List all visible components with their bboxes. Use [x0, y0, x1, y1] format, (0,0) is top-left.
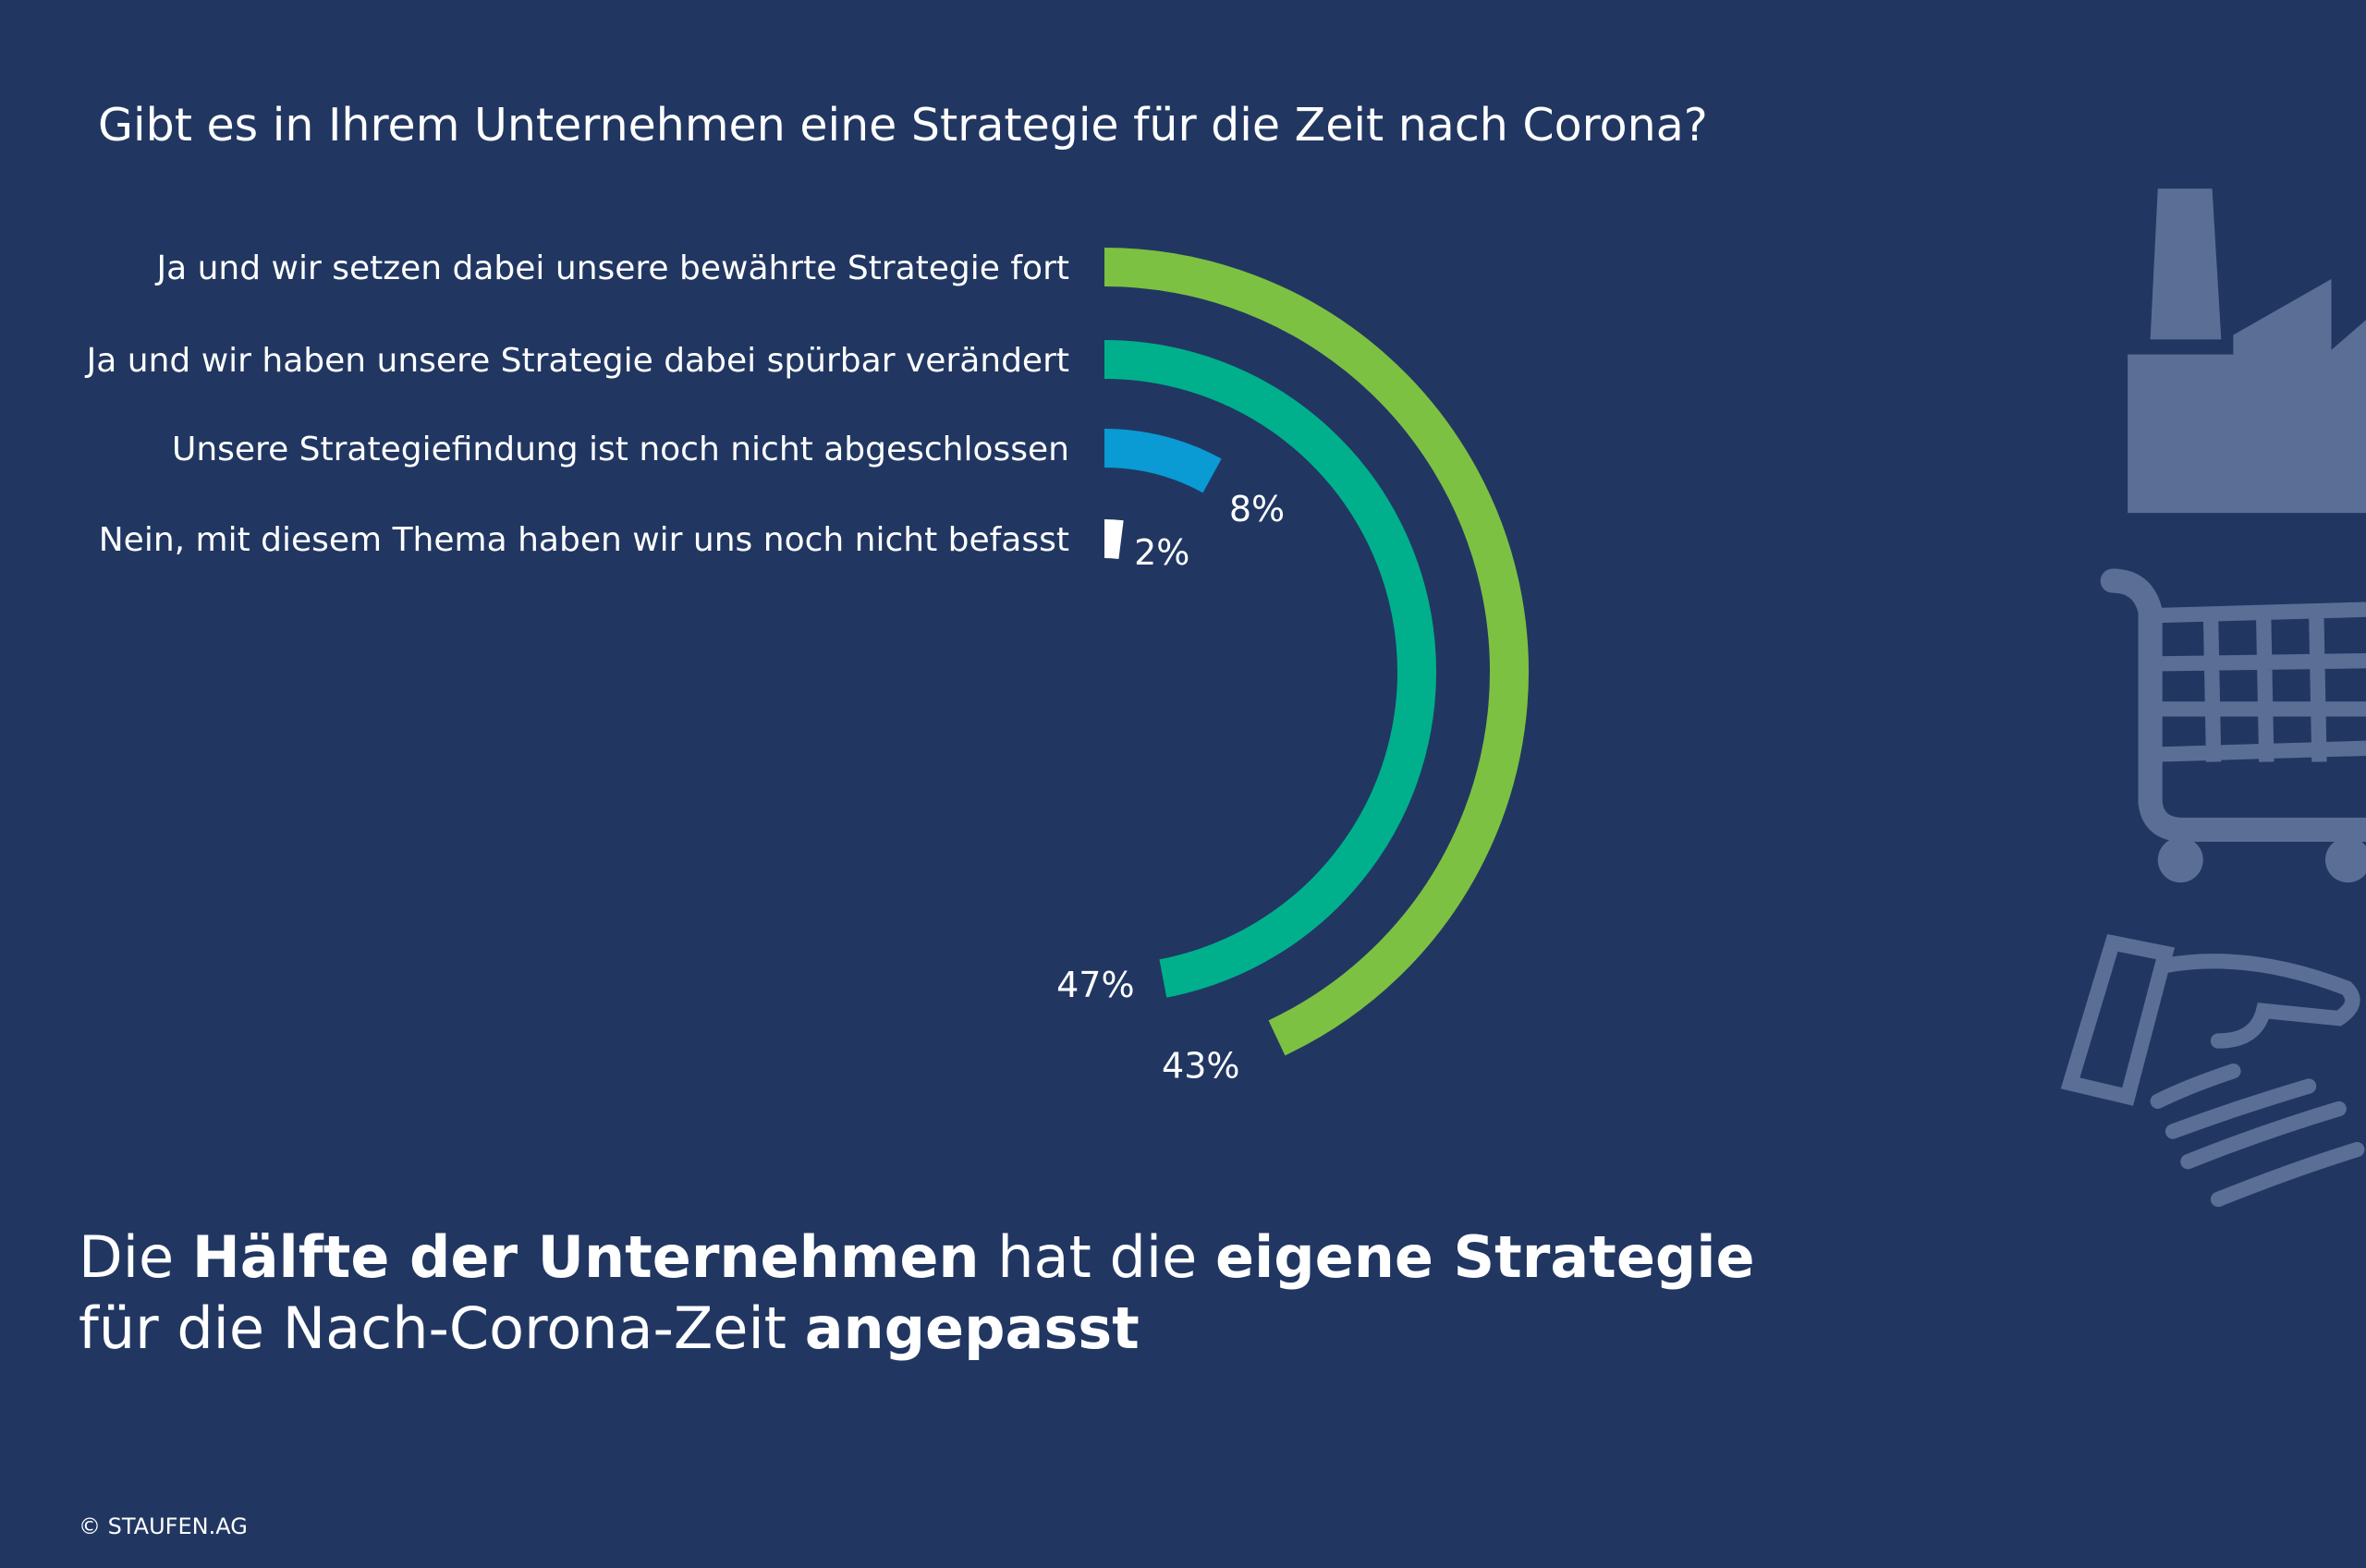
cart-wheel [2157, 837, 2203, 883]
chart-title: Gibt es in Ihrem Unternehmen eine Strate… [98, 99, 1708, 152]
cart-basket [2154, 602, 2366, 762]
value-label: 43% [1162, 1045, 1239, 1086]
arc-bar [1104, 340, 1436, 998]
headline-segment: hat die [980, 1223, 1215, 1291]
arc-bar [1104, 519, 1124, 560]
headline: Die Hälfte der Unternehmen hat die eigen… [79, 1223, 1755, 1291]
headline-segment: eigene Strategie [1215, 1223, 1755, 1291]
headline: für die Nach-Corona-Zeit angepasst [79, 1295, 1140, 1362]
category-label: Unsere Strategiefindung ist noch nicht a… [172, 431, 1069, 468]
headline-segment: Die [79, 1223, 192, 1291]
arc-bar [1104, 248, 1529, 1056]
cart-wheel [2324, 837, 2366, 883]
category-label: Ja und wir setzen dabei unsere bewährte … [154, 249, 1069, 287]
factory-chimney [2150, 188, 2222, 340]
hand-cuff [2060, 933, 2176, 1106]
arc-bar [1104, 429, 1222, 493]
icons [2060, 188, 2366, 1208]
value-label: 8% [1229, 489, 1285, 529]
value-label: 47% [1056, 965, 1134, 1005]
headline-segment: für die Nach-Corona-Zeit [79, 1295, 805, 1362]
footer: © STAUFEN.AG [79, 1513, 248, 1539]
hand [2150, 954, 2365, 1208]
value-label: 2% [1134, 532, 1189, 573]
cart-frame [2100, 568, 2366, 843]
headline-segment: Hälfte der Unternehmen [192, 1223, 980, 1291]
factory [2128, 279, 2366, 514]
category-label: Nein, mit diesem Thema haben wir uns noc… [99, 521, 1069, 559]
headline-segment: angepasst [805, 1295, 1140, 1362]
category-label: Ja und wir haben unsere Strategie dabei … [85, 342, 1069, 380]
